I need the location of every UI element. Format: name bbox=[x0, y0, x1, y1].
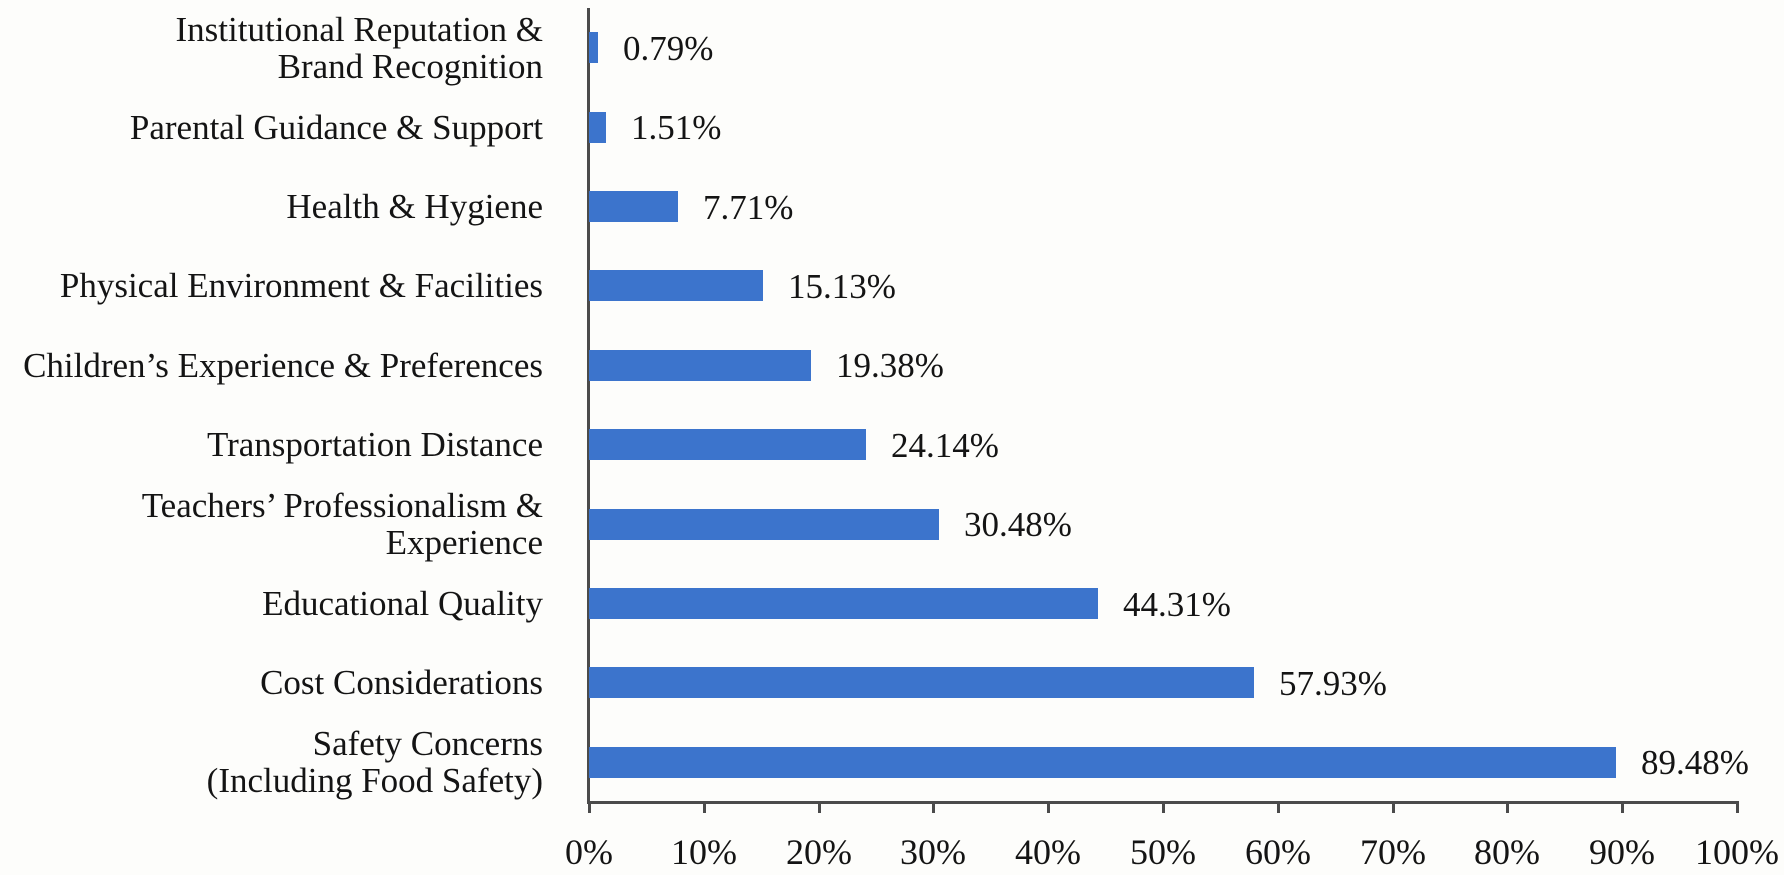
bar bbox=[589, 588, 1098, 619]
category-label-line: Parental Guidance & Support bbox=[129, 108, 543, 147]
bar bbox=[589, 32, 598, 63]
category-label: Transportation Distance bbox=[0, 426, 543, 463]
bar bbox=[589, 429, 866, 460]
value-label: 1.51% bbox=[631, 108, 722, 147]
x-axis-tick bbox=[1047, 802, 1050, 813]
category-label-line: Teachers’ Professionalism & bbox=[141, 486, 543, 525]
category-label: Health & Hygiene bbox=[0, 188, 543, 225]
x-axis-tick bbox=[1277, 802, 1280, 813]
category-label: Children’s Experience & Preferences bbox=[0, 347, 543, 384]
category-label-line: Transportation Distance bbox=[206, 425, 543, 464]
bar bbox=[589, 747, 1616, 778]
category-label-line: Experience bbox=[385, 523, 543, 562]
x-axis-tick bbox=[1162, 802, 1165, 813]
x-axis-tick-label: 30% bbox=[900, 832, 966, 872]
category-label-line: Brand Recognition bbox=[277, 47, 543, 86]
category-label: Parental Guidance & Support bbox=[0, 109, 543, 146]
bar bbox=[589, 191, 678, 222]
value-label: 57.93% bbox=[1279, 664, 1387, 703]
x-axis-tick-label: 50% bbox=[1130, 832, 1196, 872]
value-label: 44.31% bbox=[1123, 585, 1231, 624]
category-label-line: Safety Concerns bbox=[312, 724, 543, 763]
x-axis-tick bbox=[1506, 802, 1509, 813]
value-label: 15.13% bbox=[788, 267, 896, 306]
x-axis-tick-label: 60% bbox=[1245, 832, 1311, 872]
x-axis-tick-label: 10% bbox=[671, 832, 737, 872]
category-label: Safety Concerns (Including Food Safety) bbox=[0, 725, 543, 799]
x-axis-tick bbox=[1621, 802, 1624, 813]
x-axis-tick bbox=[932, 802, 935, 813]
bar bbox=[589, 350, 811, 381]
category-label: Educational Quality bbox=[0, 585, 543, 622]
x-axis-tick-label: 20% bbox=[786, 832, 852, 872]
value-label: 0.79% bbox=[623, 29, 714, 68]
category-label-line: (Including Food Safety) bbox=[206, 761, 543, 800]
value-label: 30.48% bbox=[964, 505, 1072, 544]
category-label: Institutional Reputation & Brand Recognit… bbox=[0, 11, 543, 85]
value-label: 24.14% bbox=[891, 426, 999, 465]
x-axis-tick-label: 100% bbox=[1695, 832, 1779, 872]
bar bbox=[589, 667, 1254, 698]
value-label: 7.71% bbox=[703, 188, 794, 227]
category-label: Cost Considerations bbox=[0, 664, 543, 701]
category-label-line: Physical Environment & Facilities bbox=[59, 266, 543, 305]
category-label-line: Institutional Reputation & bbox=[175, 10, 543, 49]
category-label-line: Health & Hygiene bbox=[286, 187, 543, 226]
x-axis-tick bbox=[1392, 802, 1395, 813]
x-axis-tick-label: 80% bbox=[1474, 832, 1540, 872]
bar bbox=[589, 509, 939, 540]
bar bbox=[589, 270, 763, 301]
y-axis-line bbox=[587, 8, 590, 804]
value-label: 19.38% bbox=[836, 346, 944, 385]
x-axis-tick bbox=[588, 802, 591, 813]
x-axis-tick bbox=[1736, 802, 1739, 813]
category-label-line: Educational Quality bbox=[262, 584, 543, 623]
category-label: Teachers’ Professionalism & Experience bbox=[0, 487, 543, 561]
bar bbox=[589, 112, 606, 143]
value-label: 89.48% bbox=[1641, 743, 1749, 782]
category-label: Physical Environment & Facilities bbox=[0, 267, 543, 304]
category-label-line: Children’s Experience & Preferences bbox=[23, 346, 543, 385]
x-axis-tick bbox=[818, 802, 821, 813]
category-label-line: Cost Considerations bbox=[260, 663, 543, 702]
x-axis-tick-label: 70% bbox=[1360, 832, 1426, 872]
x-axis-tick-label: 40% bbox=[1015, 832, 1081, 872]
x-axis-tick bbox=[703, 802, 706, 813]
x-axis-tick-label: 0% bbox=[565, 832, 613, 872]
x-axis-tick-label: 90% bbox=[1589, 832, 1655, 872]
